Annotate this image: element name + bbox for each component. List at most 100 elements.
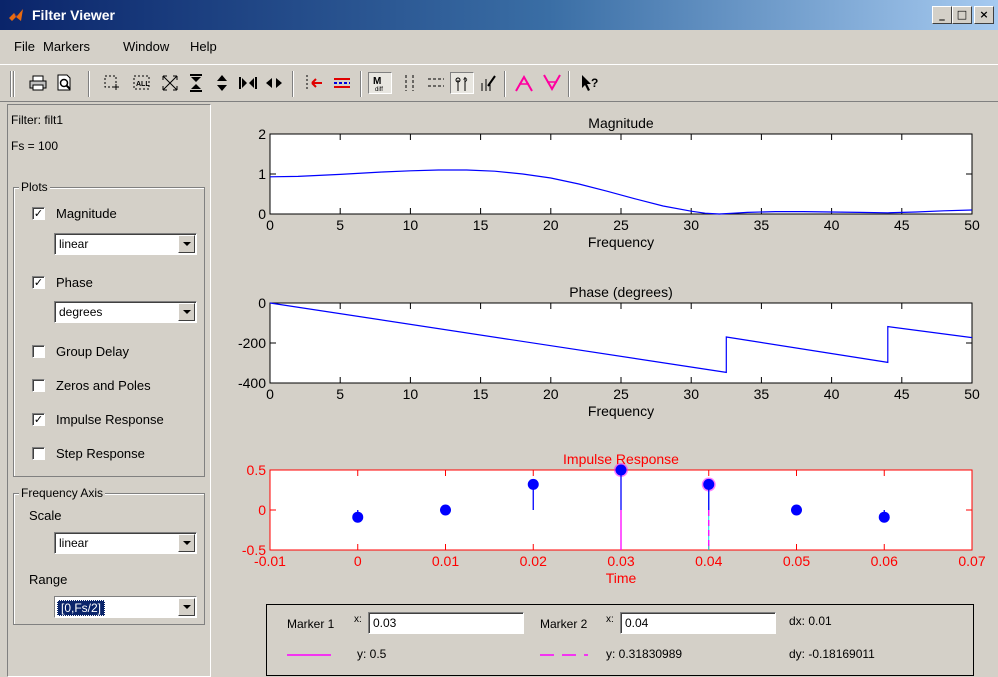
checkbox-box[interactable]: ✓ — [32, 276, 45, 289]
zoom-y-out-icon[interactable] — [210, 72, 234, 94]
marker-dy: dy: -0.18169011 — [789, 647, 875, 661]
menu-window[interactable]: Window — [123, 39, 170, 54]
frequency-axis-title: Frequency Axis — [19, 486, 106, 500]
stem-point — [440, 504, 451, 516]
dropdown-arrow-icon[interactable] — [178, 303, 195, 321]
frequency-axis-group: Frequency Axis Scale linear Range [0,Fs/… — [13, 486, 205, 625]
stem-point — [615, 464, 627, 476]
print-icon[interactable] — [26, 72, 50, 94]
stem-point — [352, 511, 364, 523]
stem-point — [527, 478, 539, 490]
x-tick-label: 30 — [683, 386, 699, 402]
dropdown-arrow-icon[interactable] — [178, 598, 195, 616]
window-title: Filter Viewer — [32, 7, 116, 23]
y-tick-label: 1 — [258, 166, 266, 182]
stem-point — [878, 511, 890, 523]
dropdown-arrow-icon[interactable] — [178, 235, 195, 253]
plots-canvas[interactable]: 0 5 10 15 20 25 30 35 40 45 50012MagnitudeFrequenc… — [215, 104, 998, 598]
marker2-y: y: 0.31830989 — [606, 647, 683, 661]
magnitude-scale-select[interactable]: linear — [54, 233, 197, 255]
svg-text:?: ? — [463, 77, 468, 86]
magnitude-checkbox[interactable]: ✓ Magnitude — [32, 206, 117, 221]
delete-marker-icon[interactable] — [330, 72, 354, 94]
phase-checkbox[interactable]: ✓ Phase — [32, 275, 93, 290]
step-response-checkbox[interactable]: Step Response — [32, 446, 145, 461]
marker1-x-input[interactable]: 0.03 — [368, 612, 524, 634]
frequency-scale-select[interactable]: linear — [54, 532, 197, 554]
y-tick-label: -0.5 — [242, 542, 266, 558]
plot-box — [269, 133, 973, 215]
x-tick-label: 25 — [613, 386, 629, 402]
zeros-poles-checkbox[interactable]: Zeros and Poles — [32, 378, 151, 393]
group-delay-checkbox[interactable]: Group Delay — [32, 344, 129, 359]
vertical-marker-icon[interactable] — [398, 72, 422, 94]
scale-label: Scale — [29, 508, 62, 523]
zoom-x-out-icon[interactable] — [262, 72, 286, 94]
x-tick-label: 10 — [403, 386, 419, 402]
x-tick-label: 20 — [543, 217, 559, 233]
checkbox-box[interactable] — [32, 379, 45, 392]
chart-0: 0 5 10 15 20 25 30 35 40 45 50 0 1 2 Magnitude Frequenc… — [258, 115, 980, 250]
x-tick-label: 0 — [266, 386, 274, 402]
marker-dx: dx: 0.01 — [789, 614, 832, 628]
x-tick-label: 0.07 — [958, 553, 985, 569]
zoom-box-icon[interactable] — [100, 72, 124, 94]
marker-drag-icon[interactable] — [476, 72, 500, 94]
menu-bar: File Markers Window Help — [0, 32, 998, 60]
menu-markers[interactable]: Markers — [43, 39, 90, 54]
control-panel: Filter: filt1 Fs = 100 Plots ✓ Magnitude … — [7, 104, 211, 677]
marker2-x-label: x: — [606, 614, 614, 625]
marker-stem-icon[interactable]: ? — [450, 72, 474, 94]
matlab-icon — [9, 9, 23, 21]
zoom-all-icon[interactable]: ALL — [130, 72, 154, 94]
x-tick-label: 0.03 — [607, 553, 634, 569]
peak-marker-icon[interactable] — [512, 72, 536, 94]
zoom-x-in-icon[interactable] — [236, 72, 260, 94]
x-tick-label: 45 — [894, 217, 910, 233]
dropdown-arrow-icon[interactable] — [178, 534, 195, 552]
impulse-response-checkbox[interactable]: ✓ Impulse Response — [32, 412, 164, 427]
y-tick-label: 0.5 — [247, 462, 267, 478]
set-marker-icon[interactable] — [302, 72, 326, 94]
checkbox-box[interactable]: ✓ — [32, 207, 45, 220]
plot-box — [269, 302, 973, 384]
x-tick-label: 0.04 — [695, 553, 722, 569]
y-tick-label: 0 — [258, 502, 266, 518]
checkbox-box[interactable] — [32, 447, 45, 460]
zoom-y-in-icon[interactable] — [184, 72, 208, 94]
x-tick-label: 40 — [824, 386, 840, 402]
plots-group: Plots ✓ Magnitude linear ✓ Phase degrees G… — [13, 180, 205, 477]
x-tick-label: 5 — [336, 386, 344, 402]
x-tick-label: 15 — [473, 217, 489, 233]
frequency-range-select[interactable]: [0,Fs/2] — [54, 596, 197, 618]
x-tick-label: 5 — [336, 217, 344, 233]
marker2-x-input[interactable]: 0.04 — [620, 612, 776, 634]
help-icon[interactable]: ? — [578, 72, 602, 94]
valley-marker-icon[interactable] — [540, 72, 564, 94]
chart-title: Magnitude — [588, 115, 654, 131]
x-axis-label: Frequency — [588, 403, 654, 419]
y-tick-label: 0 — [258, 295, 266, 311]
maximize-button[interactable]: □ — [952, 6, 972, 24]
horizontal-marker-icon[interactable] — [424, 72, 448, 94]
minimize-button[interactable]: _ — [932, 6, 952, 24]
print-preview-icon[interactable] — [53, 72, 77, 94]
zoom-fit-icon[interactable] — [158, 72, 182, 94]
checkbox-box[interactable]: ✓ — [32, 413, 45, 426]
svg-text:ALL: ALL — [136, 81, 150, 88]
x-tick-label: 0.01 — [432, 553, 459, 569]
close-button[interactable]: × — [974, 6, 994, 24]
x-axis-label: Time — [606, 570, 637, 586]
x-tick-label: 40 — [824, 217, 840, 233]
y-tick-label: 2 — [258, 126, 266, 142]
x-tick-label: 50 — [964, 386, 980, 402]
marker2-line-swatch — [540, 654, 588, 656]
y-tick-label: 0 — [258, 206, 266, 222]
x-tick-label: 20 — [543, 386, 559, 402]
chart-title: Impulse Response — [563, 451, 679, 467]
menu-help[interactable]: Help — [190, 39, 217, 54]
menu-file[interactable]: File — [14, 39, 35, 54]
phase-scale-select[interactable]: degrees — [54, 301, 197, 323]
checkbox-box[interactable] — [32, 345, 45, 358]
